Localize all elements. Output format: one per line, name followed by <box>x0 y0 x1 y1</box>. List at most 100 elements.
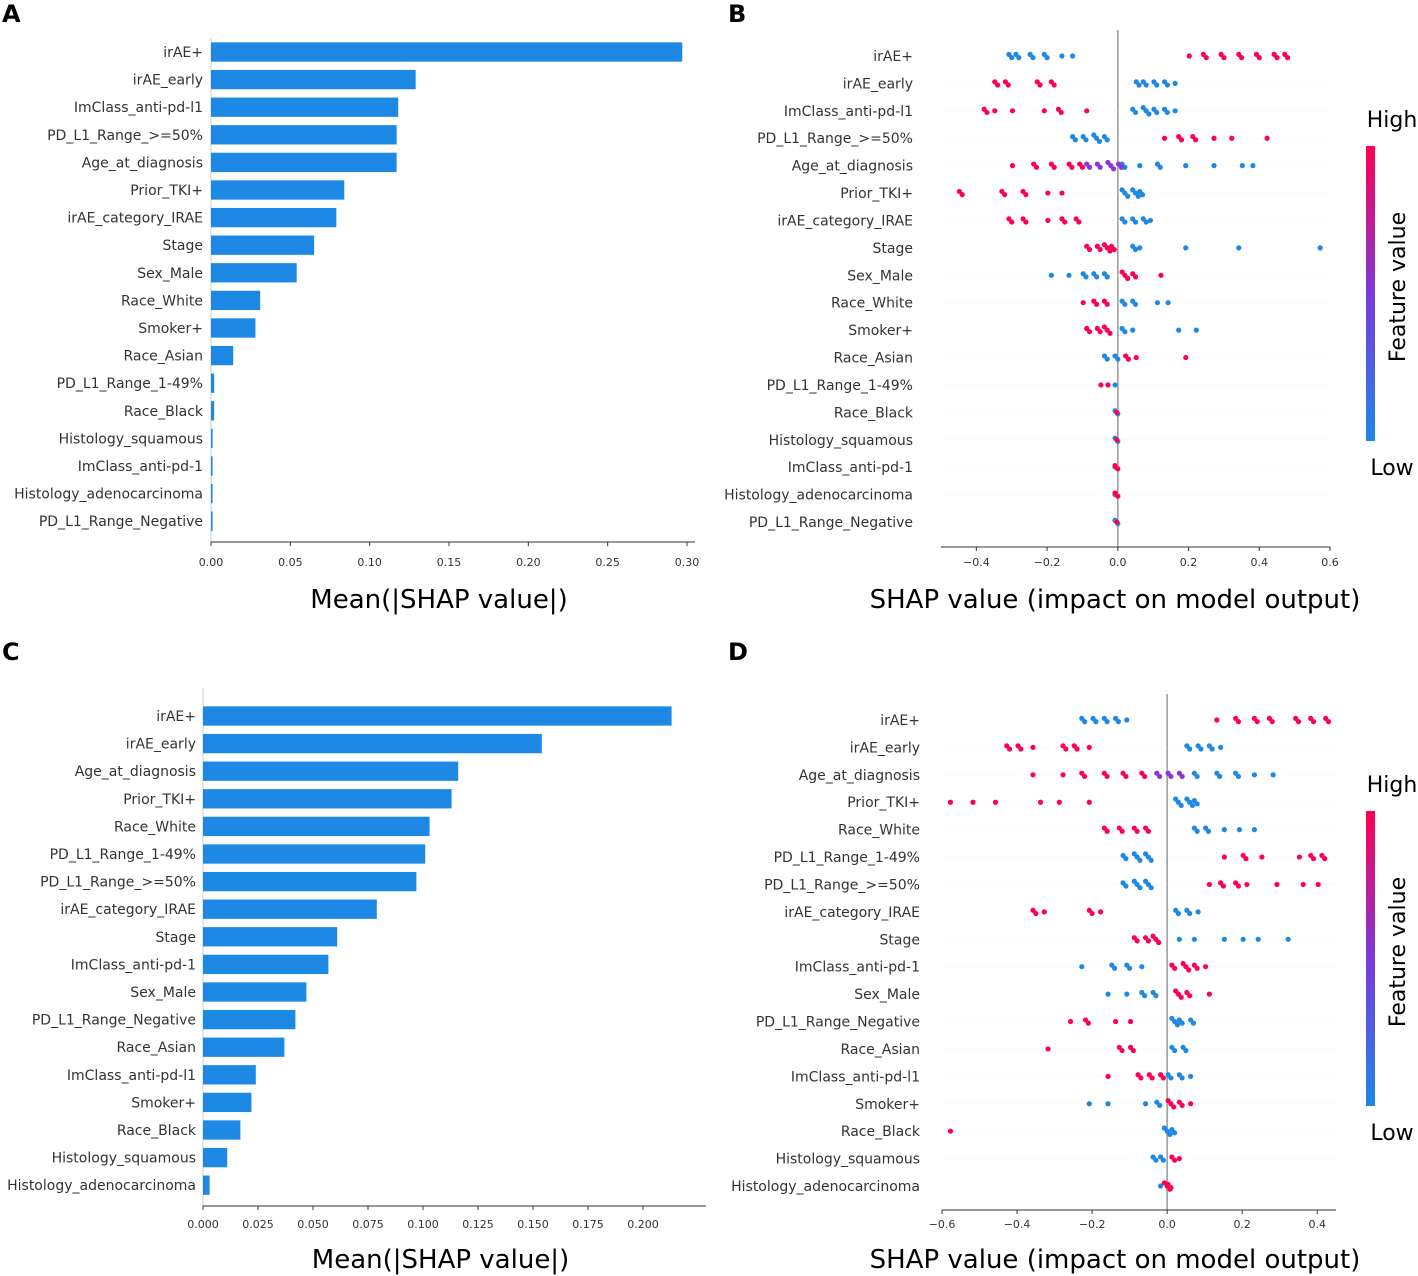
feature-label: Sex_Male <box>847 268 913 284</box>
colorbar-d: High Feature value Low <box>1366 773 1417 1146</box>
shap-point-high <box>1206 881 1212 888</box>
shap-point-high <box>1186 967 1192 973</box>
shap-point-low <box>1285 936 1291 942</box>
feature-label: Race_Black <box>124 404 204 420</box>
feature-label: Age_at_diagnosis <box>75 764 196 780</box>
shap-point-high <box>1111 246 1117 253</box>
feature-label: Histology_squamous <box>59 431 203 447</box>
shap-point-high <box>1172 1157 1178 1163</box>
feature-label: Sex_Male <box>854 987 920 1003</box>
bar-ImClass_anti-pd-l1 <box>203 1065 256 1085</box>
shap-point-low <box>1083 137 1089 143</box>
shap-point-low <box>1157 1102 1163 1108</box>
shap-point-low <box>1175 910 1181 917</box>
shap-point-high <box>1045 217 1051 224</box>
shap-point-high <box>1105 382 1111 388</box>
shap-point-low <box>1016 55 1022 61</box>
shap-point-high <box>1269 719 1275 725</box>
feature-label: Age_at_diagnosis <box>799 768 920 784</box>
shap-point-high <box>1179 1102 1185 1108</box>
shap-point-low <box>1209 746 1215 752</box>
x-tick-label: −0.2 <box>1034 556 1061 569</box>
feature-label: ImClass_anti-pd-1 <box>78 459 203 475</box>
shap-point-low <box>1164 109 1170 116</box>
shap-point-low <box>1217 773 1223 780</box>
bar-Age_at_diagnosis <box>203 761 459 781</box>
feature-label: Prior_TKI+ <box>840 186 913 202</box>
shap-point-low <box>1132 301 1139 307</box>
shap-point-low <box>1104 356 1110 362</box>
shap-point-high <box>1081 773 1088 780</box>
x-tick-label: −0.2 <box>1079 1218 1106 1231</box>
x-tick-label: −0.4 <box>1004 1218 1031 1231</box>
shap-point-low <box>1178 802 1184 809</box>
shap-point-low <box>1112 965 1118 971</box>
shap-point-high <box>1221 854 1227 860</box>
shap-point-low <box>1179 1075 1185 1081</box>
shap-point-low <box>1189 802 1196 809</box>
x-tick-label: 0.25 <box>595 556 620 569</box>
shap-point-high <box>1097 246 1103 253</box>
shap-point-high <box>1069 164 1075 170</box>
shap-point-high <box>959 192 965 198</box>
x-axis-title: SHAP value (impact on model output) <box>870 1245 1361 1275</box>
colorbar-d-gradient <box>1366 811 1375 1106</box>
bar-Race_Black <box>211 401 215 421</box>
shap-point-high <box>1059 190 1065 196</box>
shap-point-high <box>1114 519 1120 525</box>
shap-point-high <box>1203 964 1209 970</box>
shap-point-high <box>1142 773 1148 780</box>
shap-point-low <box>1270 772 1276 778</box>
shap-point-high <box>1045 190 1051 196</box>
feature-label: irAE+ <box>163 45 203 61</box>
shap-point-mid <box>1179 773 1185 780</box>
shap-point-low <box>1136 82 1142 88</box>
shap-point-high <box>970 799 976 805</box>
shap-point-low <box>1122 301 1128 307</box>
shap-point-high <box>1079 164 1086 170</box>
shap-point-high <box>1023 192 1029 198</box>
shap-point-high <box>1074 746 1080 752</box>
feature-label: Stage <box>163 238 203 254</box>
shap-point-high <box>1115 466 1121 472</box>
shap-point-low <box>1168 1075 1174 1081</box>
shap-point-low <box>1105 1101 1111 1107</box>
shap-point-low <box>1009 55 1015 61</box>
bar-Race_Black <box>203 1120 241 1140</box>
shap-point-low <box>1142 993 1148 999</box>
shap-point-low <box>1148 857 1154 863</box>
shap-point-high <box>1033 910 1039 917</box>
feature-label: PD_L1_Range_1-49% <box>767 378 913 394</box>
shap-point-high <box>947 1128 954 1134</box>
shap-point-high <box>1098 382 1104 388</box>
bar-Prior_TKI+ <box>203 789 452 809</box>
x-tick-label: 0.4 <box>1308 1218 1326 1231</box>
shap-point-high <box>1127 1018 1134 1025</box>
shap-point-low <box>1235 773 1242 780</box>
feature-label: PD_L1_Range_Negative <box>39 514 203 530</box>
shap-point-low <box>1146 111 1152 117</box>
feature-label: Sex_Male <box>137 266 203 282</box>
shap-point-low <box>1044 55 1050 61</box>
shap-point-low <box>1153 993 1159 999</box>
shap-point-high <box>1041 909 1047 915</box>
bar-Age_at_diagnosis <box>211 152 397 173</box>
x-tick-label: 0.150 <box>517 1218 549 1231</box>
shap-point-high <box>1274 881 1280 888</box>
feature-label: Race_Asian <box>840 1042 920 1058</box>
shap-point-high <box>1009 163 1016 169</box>
shap-point-high <box>1051 82 1057 88</box>
shap-point-high <box>1104 828 1110 834</box>
feature-label: PD_L1_Range_>=50% <box>757 131 913 147</box>
shap-point-low <box>1125 193 1131 199</box>
bar-irAE_category_IRAE <box>211 207 337 228</box>
feature-label: PD_L1_Range_1-49% <box>774 850 920 866</box>
shap-point-high <box>1086 799 1092 805</box>
feature-label: Smoker+ <box>131 1095 196 1111</box>
shap-point-high <box>1114 437 1120 443</box>
shap-point-low <box>1048 272 1054 278</box>
shap-point-low <box>1174 1022 1181 1028</box>
bar-PD_L1_Range_>=50% <box>203 871 417 892</box>
feature-label: Race_White <box>114 819 196 835</box>
